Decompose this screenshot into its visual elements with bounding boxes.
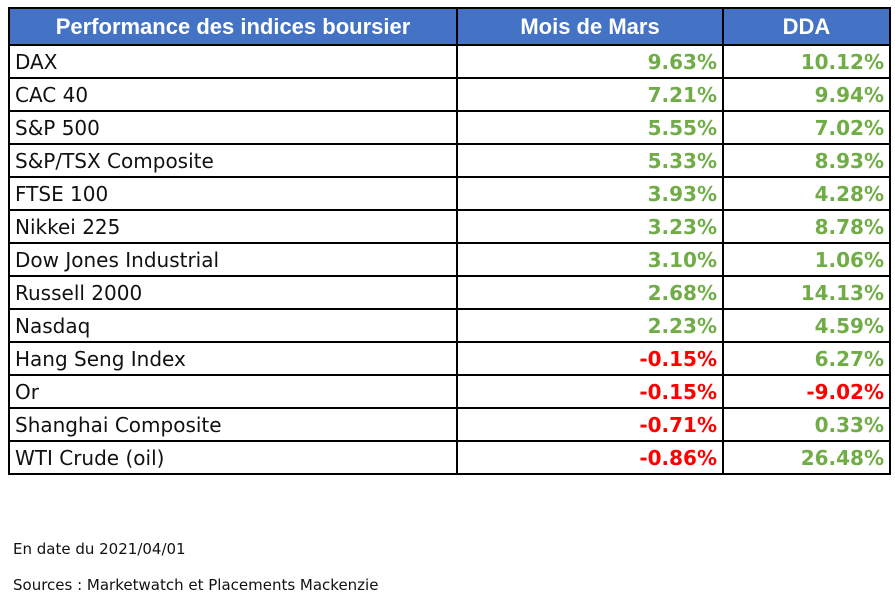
- ytd-value: 14.13%: [722, 275, 891, 310]
- march-value: 2.68%: [456, 275, 724, 310]
- table-row: WTI Crude (oil) -0.86% 26.48%: [8, 440, 891, 475]
- table-row: Nasdaq 2.23% 4.59%: [8, 308, 891, 343]
- ytd-value: 4.28%: [722, 176, 891, 211]
- march-value: 3.93%: [456, 176, 724, 211]
- index-name: S&P 500: [8, 110, 458, 145]
- ytd-value: 7.02%: [722, 110, 891, 145]
- ytd-value: 10.12%: [722, 44, 891, 79]
- index-name: Shanghai Composite: [8, 407, 458, 442]
- index-name: Or: [8, 374, 458, 409]
- ytd-value: -9.02%: [722, 374, 891, 409]
- table-row: S&P/TSX Composite 5.33% 8.93%: [8, 143, 891, 178]
- header-ytd: DDA: [722, 7, 891, 46]
- march-value: 3.10%: [456, 242, 724, 277]
- ytd-value: 1.06%: [722, 242, 891, 277]
- table-row: Or -0.15% -9.02%: [8, 374, 891, 409]
- index-name: Hang Seng Index: [8, 341, 458, 376]
- table-row: Hang Seng Index -0.15% 6.27%: [8, 341, 891, 376]
- march-value: 9.63%: [456, 44, 724, 79]
- index-name: Nikkei 225: [8, 209, 458, 244]
- march-value: 3.23%: [456, 209, 724, 244]
- ytd-value: 8.93%: [722, 143, 891, 178]
- index-name: FTSE 100: [8, 176, 458, 211]
- march-value: 5.33%: [456, 143, 724, 178]
- march-value: -0.86%: [456, 440, 724, 475]
- ytd-value: 26.48%: [722, 440, 891, 475]
- header-index-name: Performance des indices boursier: [8, 7, 458, 46]
- table-row: S&P 500 5.55% 7.02%: [8, 110, 891, 145]
- table-body: DAX 9.63% 10.12% CAC 40 7.21% 9.94% S&P …: [8, 44, 891, 475]
- march-value: -0.15%: [456, 341, 724, 376]
- index-name: DAX: [8, 44, 458, 79]
- table-row: DAX 9.63% 10.12%: [8, 44, 891, 79]
- march-value: 2.23%: [456, 308, 724, 343]
- table-row: Dow Jones Industrial 3.10% 1.06%: [8, 242, 891, 277]
- index-performance-table: Performance des indices boursier Mois de…: [8, 7, 891, 475]
- index-name: CAC 40: [8, 77, 458, 112]
- index-name: Russell 2000: [8, 275, 458, 310]
- table-row: Shanghai Composite -0.71% 0.33%: [8, 407, 891, 442]
- ytd-value: 8.78%: [722, 209, 891, 244]
- march-value: -0.71%: [456, 407, 724, 442]
- date-note: En date du 2021/04/01: [13, 540, 186, 558]
- ytd-value: 4.59%: [722, 308, 891, 343]
- march-value: 7.21%: [456, 77, 724, 112]
- march-value: -0.15%: [456, 374, 724, 409]
- index-name: Dow Jones Industrial: [8, 242, 458, 277]
- sources-note: Sources : Marketwatch et Placements Mack…: [13, 576, 379, 594]
- table-row: Nikkei 225 3.23% 8.78%: [8, 209, 891, 244]
- ytd-value: 9.94%: [722, 77, 891, 112]
- ytd-value: 6.27%: [722, 341, 891, 376]
- march-value: 5.55%: [456, 110, 724, 145]
- index-name: WTI Crude (oil): [8, 440, 458, 475]
- index-name: Nasdaq: [8, 308, 458, 343]
- ytd-value: 0.33%: [722, 407, 891, 442]
- header-row: Performance des indices boursier Mois de…: [8, 7, 891, 46]
- header-march: Mois de Mars: [456, 7, 724, 46]
- index-name: S&P/TSX Composite: [8, 143, 458, 178]
- table-row: FTSE 100 3.93% 4.28%: [8, 176, 891, 211]
- table-row: Russell 2000 2.68% 14.13%: [8, 275, 891, 310]
- table-row: CAC 40 7.21% 9.94%: [8, 77, 891, 112]
